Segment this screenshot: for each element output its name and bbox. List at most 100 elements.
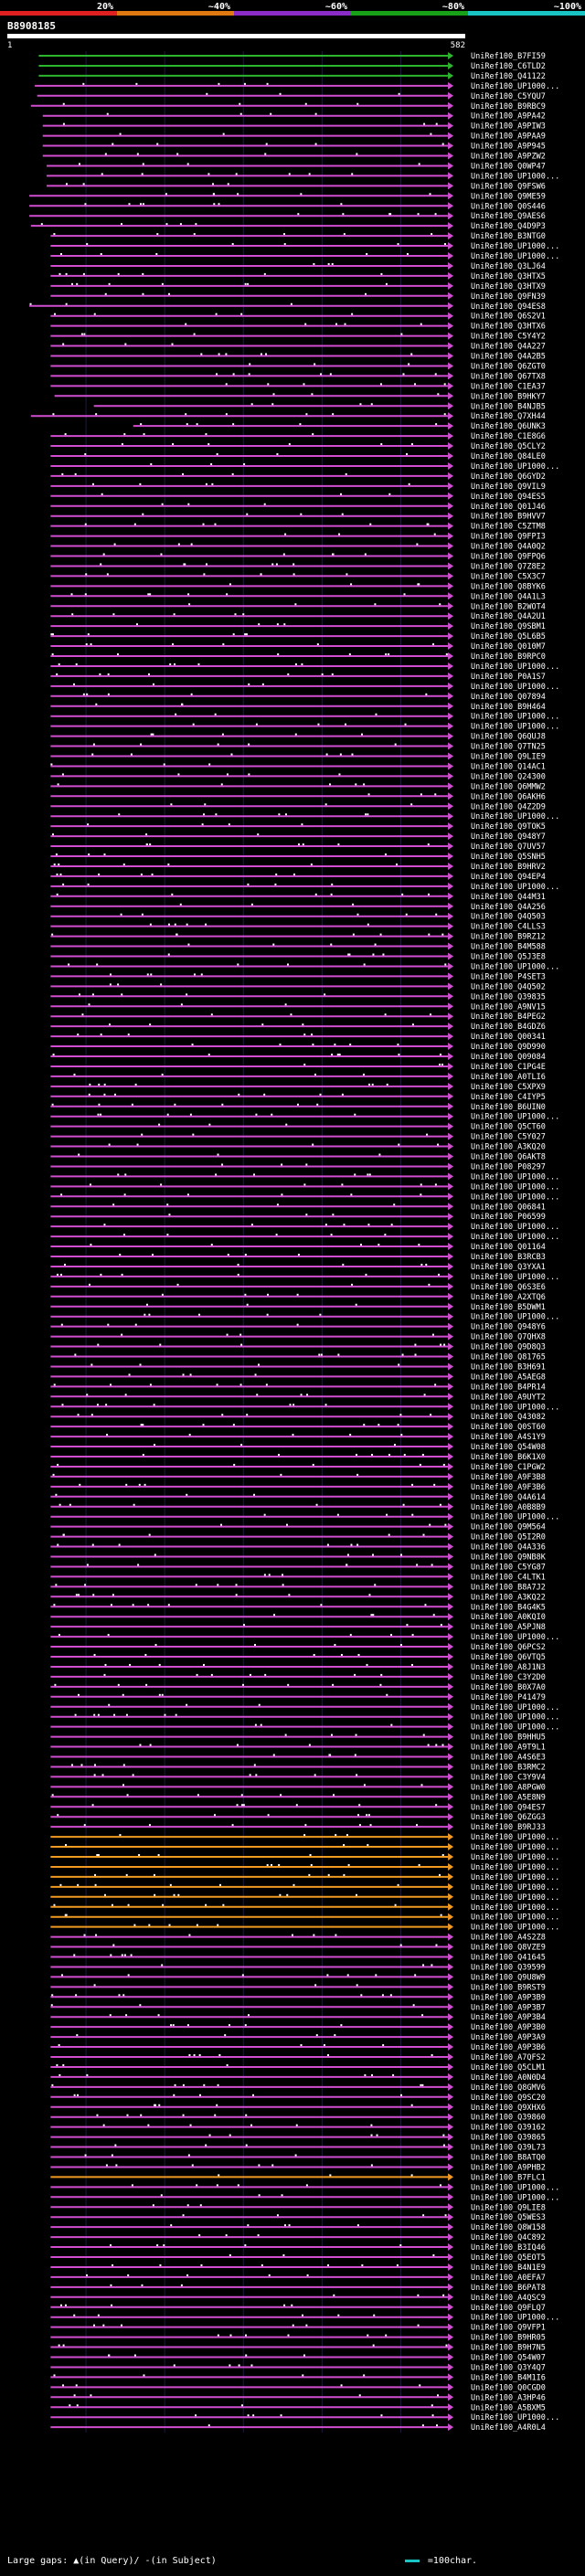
hit-label[interactable]: UniRef100_A9F3B6: [471, 1483, 546, 1492]
hit-label[interactable]: UniRef100_A9PHB2: [471, 2163, 546, 2172]
hit-label[interactable]: UniRef100_Q6UNK3: [471, 422, 546, 431]
hit-label[interactable]: UniRef100_Q54W07: [471, 2354, 546, 2363]
hit-label[interactable]: UniRef100_Q4A256: [471, 903, 546, 912]
hit-label[interactable]: UniRef100_A9T9L1: [471, 1744, 546, 1753]
hit-label[interactable]: UniRef100_B9HR05: [471, 2334, 546, 2343]
hit-label[interactable]: UniRef100_C4LTK1: [471, 1573, 546, 1582]
hit-label[interactable]: UniRef100_Q6MMW2: [471, 782, 546, 791]
hit-label[interactable]: UniRef100_Q3LJ64: [471, 262, 546, 271]
hit-label[interactable]: UniRef100_UP1000...: [471, 1113, 559, 1122]
hit-label[interactable]: UniRef100_A9P3B7: [471, 2003, 546, 2012]
hit-label[interactable]: UniRef100_UP1000...: [471, 2413, 559, 2422]
hit-label[interactable]: UniRef100_Q9LIE8: [471, 2203, 546, 2212]
hit-label[interactable]: UniRef100_Q5SNH5: [471, 853, 546, 862]
hit-label[interactable]: UniRef100_A8PGW0: [471, 1783, 546, 1792]
hit-label[interactable]: UniRef100_B3RMC2: [471, 1763, 546, 1772]
hit-label[interactable]: UniRef100_Q4A614: [471, 1493, 546, 1502]
hit-label[interactable]: UniRef100_UP1000...: [471, 1853, 559, 1862]
hit-label[interactable]: UniRef100_Q9U8W9: [471, 1973, 546, 1982]
hit-label[interactable]: UniRef100_Q39L73: [471, 2144, 546, 2153]
hit-label[interactable]: UniRef100_Q9FPI3: [471, 533, 546, 542]
hit-label[interactable]: UniRef100_Q01164: [471, 1243, 546, 1252]
hit-label[interactable]: UniRef100_UP1000...: [471, 1172, 559, 1182]
hit-label[interactable]: UniRef100_Q9XHX6: [471, 2104, 546, 2113]
hit-label[interactable]: UniRef100_B7FLC1: [471, 2173, 546, 2182]
hit-label[interactable]: UniRef100_Q4A0Q2: [471, 543, 546, 552]
hit-label[interactable]: UniRef100_Q6AKH6: [471, 792, 546, 801]
hit-label[interactable]: UniRef100_B4NJB5: [471, 402, 546, 411]
hit-label[interactable]: UniRef100_Q9M564: [471, 1523, 546, 1532]
hit-label[interactable]: UniRef100_Q9SBM1: [471, 622, 546, 631]
hit-label[interactable]: UniRef100_Q5I2R0: [471, 1533, 546, 1542]
hit-label[interactable]: UniRef100_Q9FSW6: [471, 182, 546, 191]
hit-label[interactable]: UniRef100_Q0CGD0: [471, 2383, 546, 2392]
hit-label[interactable]: UniRef100_Q4A227: [471, 343, 546, 352]
hit-label[interactable]: UniRef100_Q6QUJ8: [471, 733, 546, 742]
hit-label[interactable]: UniRef100_A0B8B9: [471, 1503, 546, 1512]
hit-label[interactable]: UniRef100_C1PG4E: [471, 1063, 546, 1072]
hit-label[interactable]: UniRef100_Q94EP4: [471, 873, 546, 882]
hit-label[interactable]: UniRef100_Q00341: [471, 1033, 546, 1042]
hit-label[interactable]: UniRef100_P4SET3: [471, 972, 546, 981]
hit-label[interactable]: UniRef100_Q4A1L3: [471, 592, 546, 601]
hit-label[interactable]: UniRef100_A4S1Y9: [471, 1433, 546, 1442]
hit-label[interactable]: UniRef100_Q9LIE9: [471, 753, 546, 762]
hit-label[interactable]: UniRef100_B6UIN0: [471, 1103, 546, 1112]
hit-label[interactable]: UniRef100_Q39835: [471, 992, 546, 1002]
hit-label[interactable]: UniRef100_Q44M31: [471, 893, 546, 902]
hit-label[interactable]: UniRef100_Q81765: [471, 1353, 546, 1362]
hit-label[interactable]: UniRef100_UP1000...: [471, 1913, 559, 1923]
hit-label[interactable]: UniRef100_B4PEG2: [471, 1012, 546, 1022]
hit-label[interactable]: UniRef100_B0X7A0: [471, 1683, 546, 1692]
hit-label[interactable]: UniRef100_Q4A336: [471, 1543, 546, 1553]
hit-label[interactable]: UniRef100_UP1000...: [471, 1193, 559, 1202]
hit-label[interactable]: UniRef100_Q3YXA1: [471, 1263, 546, 1272]
hit-label[interactable]: UniRef100_C5YG87: [471, 1563, 546, 1572]
hit-label[interactable]: UniRef100_Q8BYK6: [471, 582, 546, 591]
hit-label[interactable]: UniRef100_A5PJN8: [471, 1623, 546, 1632]
hit-label[interactable]: UniRef100_UP1000...: [471, 1513, 559, 1522]
hit-label[interactable]: UniRef100_B7FI59: [471, 52, 546, 61]
hit-label[interactable]: UniRef100_UP1000...: [471, 962, 559, 971]
hit-label[interactable]: UniRef100_B9H464: [471, 703, 546, 712]
hit-label[interactable]: UniRef100_Q9FPQ6: [471, 553, 546, 562]
hit-label[interactable]: UniRef100_Q5EOT5: [471, 2253, 546, 2263]
hit-label[interactable]: UniRef100_A4R0L4: [471, 2423, 546, 2433]
hit-label[interactable]: UniRef100_A2XTQ6: [471, 1293, 546, 1302]
hit-label[interactable]: UniRef100_UP1000...: [471, 1403, 559, 1412]
hit-label[interactable]: UniRef100_C5ZTM8: [471, 523, 546, 532]
hit-label[interactable]: UniRef100_Q84LE0: [471, 452, 546, 461]
hit-label[interactable]: UniRef100_A0N0D4: [471, 2073, 546, 2083]
hit-label[interactable]: UniRef100_Q9D990: [471, 1043, 546, 1052]
hit-label[interactable]: UniRef100_Q9NB8K: [471, 1553, 547, 1563]
hit-label[interactable]: UniRef100_Q41122: [471, 72, 546, 81]
hit-label[interactable]: UniRef100_Q14AC1: [471, 762, 546, 771]
hit-label[interactable]: UniRef100_Q3HTX5: [471, 272, 546, 281]
hit-label[interactable]: UniRef100_UP1000...: [471, 1633, 559, 1642]
hit-label[interactable]: UniRef100_B9HKY7: [471, 392, 546, 401]
hit-label[interactable]: UniRef100_C3Y9V4: [471, 1773, 546, 1782]
hit-label[interactable]: UniRef100_Q6AKT8: [471, 1153, 546, 1162]
hit-label[interactable]: UniRef100_Q4A2U1: [471, 612, 546, 621]
hit-label[interactable]: UniRef100_B4N1E9: [471, 2263, 546, 2273]
hit-label[interactable]: UniRef100_B9HVV7: [471, 513, 546, 522]
hit-label[interactable]: UniRef100_A9PZW2: [471, 153, 546, 162]
hit-label[interactable]: UniRef100_Q9VIL9: [471, 482, 546, 492]
hit-label[interactable]: UniRef100_Q6GYD2: [471, 472, 546, 482]
hit-label[interactable]: UniRef100_Q9FN39: [471, 292, 546, 302]
hit-label[interactable]: UniRef100_Q6S3E6: [471, 1283, 546, 1292]
hit-label[interactable]: UniRef100_Q948Y7: [471, 832, 546, 842]
hit-label[interactable]: UniRef100_B4PR14: [471, 1383, 546, 1392]
hit-label[interactable]: UniRef100_UP1000...: [471, 82, 559, 91]
hit-label[interactable]: UniRef100_Q24300: [471, 772, 546, 781]
hit-label[interactable]: UniRef100_A9UYT2: [471, 1393, 546, 1402]
hit-label[interactable]: UniRef100_UP1000...: [471, 252, 559, 261]
hit-label[interactable]: UniRef100_Q6PCS2: [471, 1643, 546, 1652]
hit-label[interactable]: UniRef100_B9RZ12: [471, 933, 546, 942]
hit-label[interactable]: UniRef100_Q3HTX6: [471, 323, 546, 332]
hit-label[interactable]: UniRef100_UP1000...: [471, 172, 559, 181]
hit-label[interactable]: UniRef100_P06599: [471, 1213, 546, 1222]
hit-label[interactable]: UniRef100_Q7XH44: [471, 412, 546, 421]
hit-label[interactable]: UniRef100_B2WOT4: [471, 602, 546, 611]
hit-label[interactable]: UniRef100_Q9FLQ7: [471, 2304, 546, 2313]
